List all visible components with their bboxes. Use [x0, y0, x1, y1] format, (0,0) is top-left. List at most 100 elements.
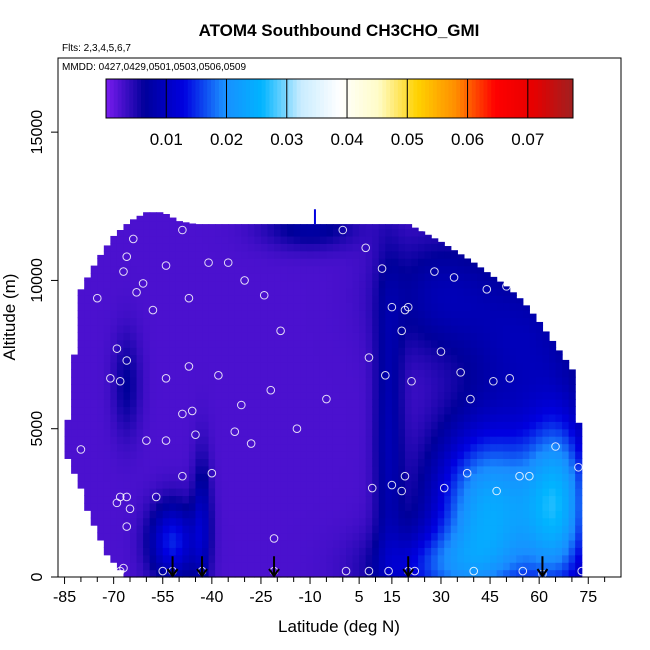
heatmap-cell [339, 399, 347, 408]
heatmap-cell [411, 258, 419, 267]
heatmap-cell [215, 235, 223, 244]
heatmap-cell [483, 317, 491, 326]
heatmap-cell [450, 280, 458, 289]
heatmap-cell [529, 339, 537, 348]
heatmap-cell [136, 324, 144, 333]
heatmap-cell [202, 347, 210, 356]
heatmap-cell [359, 310, 367, 319]
heatmap-cell [260, 510, 269, 519]
heatmap-cell [496, 443, 504, 452]
heatmap-cell [260, 569, 269, 578]
heatmap-cell [378, 554, 386, 563]
heatmap-cell [372, 369, 380, 378]
x-tick-label: 45 [481, 589, 499, 606]
heatmap-cell [306, 502, 314, 511]
heatmap-cell [254, 265, 262, 274]
heatmap-cell [450, 369, 458, 378]
heatmap-cell [287, 421, 295, 430]
heatmap-cell [522, 376, 530, 385]
heatmap-cell [398, 510, 406, 519]
heatmap-cell [463, 258, 472, 267]
heatmap-cell [503, 354, 511, 363]
heatmap-cell [548, 480, 557, 489]
heatmap-cell [241, 347, 249, 356]
heatmap-cell [280, 495, 288, 504]
heatmap-cell [352, 384, 360, 393]
heatmap-cell [110, 465, 118, 474]
heatmap-cell [404, 243, 413, 252]
heatmap-cell [260, 384, 269, 393]
heatmap-cell [234, 532, 242, 541]
heatmap-cell [103, 295, 111, 304]
heatmap-cell [175, 495, 183, 504]
heatmap-cell [267, 235, 275, 244]
heatmap-cell [175, 532, 183, 541]
heatmap-cell [385, 562, 393, 571]
heatmap-cell [228, 347, 236, 356]
heatmap-cell [149, 436, 157, 445]
heatmap-cell [247, 376, 255, 385]
heatmap-cell [228, 317, 236, 326]
heatmap-cell [116, 465, 125, 474]
heatmap-cell [123, 273, 131, 282]
colorbar-swatch [440, 79, 446, 118]
heatmap-cell [287, 532, 295, 541]
heatmap-cell [274, 224, 282, 230]
heatmap-cell [437, 569, 445, 578]
heatmap-cell [339, 347, 347, 356]
heatmap-cell [568, 458, 576, 467]
heatmap-cell [450, 384, 458, 393]
heatmap-cell [444, 502, 452, 511]
heatmap-cell [274, 354, 282, 363]
heatmap-cell [476, 376, 485, 385]
observation-point [119, 267, 128, 276]
heatmap-cell [457, 324, 465, 333]
heatmap-cell [182, 273, 190, 282]
heatmap-cell [110, 310, 118, 319]
heatmap-cell [457, 525, 465, 534]
heatmap-cell [156, 473, 164, 482]
heatmap-cell [365, 399, 373, 408]
heatmap-cell [90, 369, 98, 378]
heatmap-cell [483, 332, 491, 341]
heatmap-cell [215, 258, 223, 267]
heatmap-cell [143, 517, 151, 526]
heatmap-cell [424, 399, 432, 408]
heatmap-cell [247, 502, 255, 511]
heatmap-cell [418, 376, 426, 385]
heatmap-cell [280, 510, 288, 519]
colorbar-swatch [207, 79, 212, 118]
heatmap-cell [509, 539, 517, 548]
colorbar-swatch [331, 79, 337, 118]
heatmap-cell [535, 495, 544, 504]
heatmap-cell [280, 547, 288, 556]
heatmap-cell [241, 310, 249, 319]
heatmap-cell [77, 473, 85, 482]
heatmap-cell [391, 369, 400, 378]
heatmap-cell [175, 473, 183, 482]
heatmap-cell [116, 525, 125, 534]
heatmap-cell [418, 450, 426, 459]
heatmap-cell [274, 488, 282, 497]
colorbar-swatch [374, 79, 379, 118]
heatmap-cell [496, 406, 504, 415]
heatmap-cell [346, 495, 354, 504]
heatmap-cell [234, 562, 242, 571]
heatmap-cell [470, 391, 478, 400]
heatmap-cell [372, 243, 380, 252]
heatmap-cell [208, 369, 216, 378]
heatmap-cell [535, 324, 544, 333]
heatmap-cell [522, 539, 530, 548]
heatmap-cell [346, 465, 354, 474]
heatmap-cell [326, 569, 334, 578]
heatmap-cell [339, 413, 347, 422]
heatmap-cell [130, 361, 138, 370]
heatmap-cell [293, 488, 301, 497]
heatmap-cell [182, 480, 190, 489]
heatmap-cell [287, 547, 295, 556]
heatmap-cell [548, 458, 557, 467]
heatmap-cell [71, 465, 79, 474]
heatmap-cell [463, 391, 472, 400]
heatmap-cell [359, 480, 367, 489]
heatmap-cell [444, 332, 452, 341]
